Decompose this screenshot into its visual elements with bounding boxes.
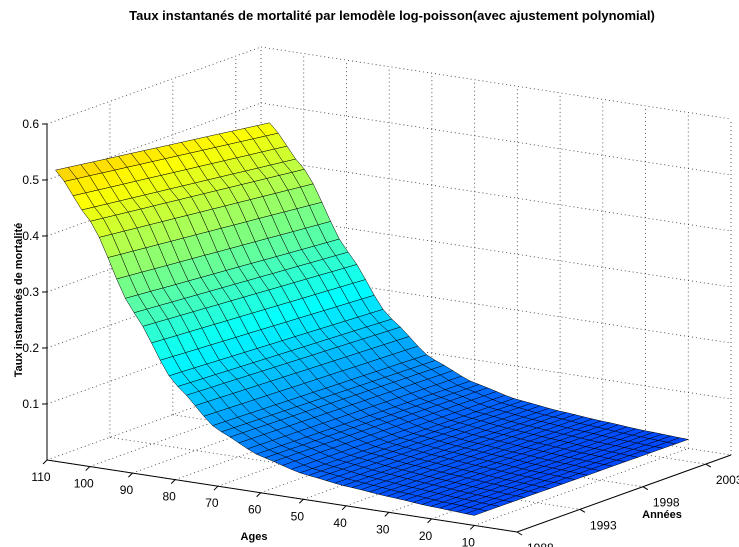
x-tick-label: 30	[376, 522, 390, 536]
x-tick-label: 70	[205, 496, 219, 510]
x-tick	[427, 518, 432, 524]
x-tick	[299, 498, 304, 504]
grid-line	[260, 46, 732, 120]
grid-line	[260, 102, 732, 176]
grid-line	[46, 46, 262, 125]
y-axis-label: Années	[642, 509, 682, 521]
x-tick-label: 40	[333, 516, 347, 530]
surface	[55, 122, 690, 516]
grid-line	[260, 214, 732, 288]
x-tick	[42, 459, 48, 465]
y-tick-label: 1993	[590, 518, 617, 532]
grid-line	[260, 326, 732, 400]
z-axis-label: Taux instantanés de mortalité	[13, 223, 25, 377]
z-tick-label: 0.6	[22, 117, 39, 131]
axes: 110 100 90 80 70 60 50 40 30 20 10 1988 1993 1998 2003…	[22, 117, 739, 547]
x-tick	[341, 505, 347, 511]
z-tick-label: 0.1	[22, 397, 39, 411]
x-axis-line	[46, 459, 518, 533]
x-tick	[213, 485, 219, 491]
y-tick-label: 2003	[716, 473, 739, 487]
x-tick	[170, 479, 176, 484]
y-tick-label: 1998	[653, 496, 680, 510]
x-tick-label: 100	[74, 477, 94, 491]
z-tick-label: 0.4	[22, 229, 39, 243]
chart-title: Taux instantanés de mortalité par lemodè…	[129, 8, 655, 23]
x-tick-label: 60	[248, 503, 262, 517]
y-tick	[705, 463, 712, 468]
z-tick-label: 0.2	[22, 341, 39, 355]
x-tick	[256, 492, 261, 498]
z-tick-label: 0.3	[22, 285, 39, 299]
x-tick	[85, 466, 91, 471]
x-tick-label: 110	[31, 470, 50, 484]
y-tick-label: 1988	[527, 541, 554, 547]
z-tick-label: 0.5	[22, 173, 39, 187]
x-tick	[384, 512, 390, 517]
x-tick-label: 90	[120, 483, 134, 497]
grid-line	[260, 270, 732, 344]
x-tick-label: 10	[462, 535, 476, 547]
y-tick	[579, 508, 586, 513]
x-tick	[469, 525, 475, 530]
x-tick-label: 80	[163, 490, 177, 504]
grid-line	[260, 158, 732, 232]
x-tick-label: 20	[419, 529, 433, 543]
y-tick	[642, 486, 649, 491]
y-axis-line	[516, 454, 732, 533]
x-tick-label: 50	[291, 509, 305, 523]
surface-patch	[55, 167, 78, 182]
x-tick	[128, 472, 133, 478]
y-tick	[516, 531, 523, 536]
x-axis-label: Ages	[241, 531, 268, 543]
